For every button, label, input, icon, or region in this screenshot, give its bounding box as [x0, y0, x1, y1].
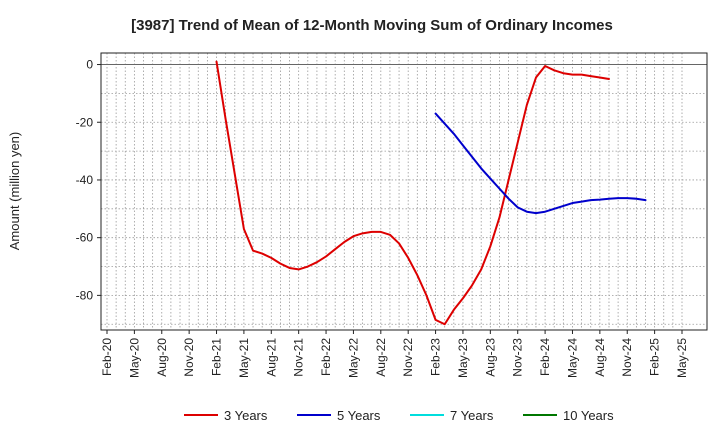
y-axis-label: Amount (million yen) [7, 132, 22, 251]
x-tick-label: Feb-20 [100, 338, 114, 376]
series-layer [215, 60, 647, 326]
legend: 3 Years 5 Years 7 Years 10 Years [184, 408, 614, 423]
y-tick-label: -40 [76, 173, 94, 187]
x-tick-label: Aug-20 [155, 338, 169, 377]
y-tick-label: -20 [76, 115, 94, 129]
legend-label-7-years: 7 Years [450, 408, 494, 423]
x-tick-label: Aug-23 [483, 338, 497, 377]
chart-title: [3987] Trend of Mean of 12-Month Moving … [131, 17, 613, 34]
x-tick-label: Feb-23 [429, 338, 443, 376]
x-tick-label: Feb-24 [538, 338, 552, 376]
legend-label-5-years: 5 Years [337, 408, 381, 423]
y-tick-label: -60 [76, 231, 94, 245]
x-tick-label: May-25 [675, 338, 689, 378]
x-tick-label: Feb-22 [319, 338, 333, 376]
x-tick-label: Feb-21 [210, 338, 224, 376]
x-tick-label: Nov-22 [401, 338, 415, 377]
x-tick-label: May-20 [127, 338, 141, 378]
grid-layer [101, 53, 707, 330]
plot-frame [100, 52, 708, 331]
x-tick-label: Aug-22 [374, 338, 388, 377]
axis-layer: 0 -20 -40 -60 -80 Feb-20 May-20 Aug-20 Nov-20 Feb… [76, 58, 689, 378]
legend-label-3-years: 3 Years [224, 408, 268, 423]
x-tick-label: May-23 [456, 338, 470, 378]
x-tick-label: Feb-25 [648, 338, 662, 376]
x-tick-label: Aug-21 [264, 338, 278, 377]
x-tick-label: Nov-23 [511, 338, 525, 377]
series-line-5-years [434, 112, 647, 215]
series-line-3-years [215, 60, 610, 326]
x-tick-label: Nov-20 [182, 338, 196, 377]
x-tick-label: May-22 [346, 338, 360, 378]
y-tick-label: -80 [76, 288, 94, 302]
legend-label-10-years: 10 Years [563, 408, 614, 423]
x-tick-label: May-21 [237, 338, 251, 378]
x-tick-label: Nov-21 [292, 338, 306, 377]
x-tick-label: May-24 [565, 338, 579, 378]
y-tick-label: 0 [86, 58, 93, 72]
x-tick-label: Aug-24 [593, 338, 607, 377]
x-tick-label: Nov-24 [620, 338, 634, 377]
